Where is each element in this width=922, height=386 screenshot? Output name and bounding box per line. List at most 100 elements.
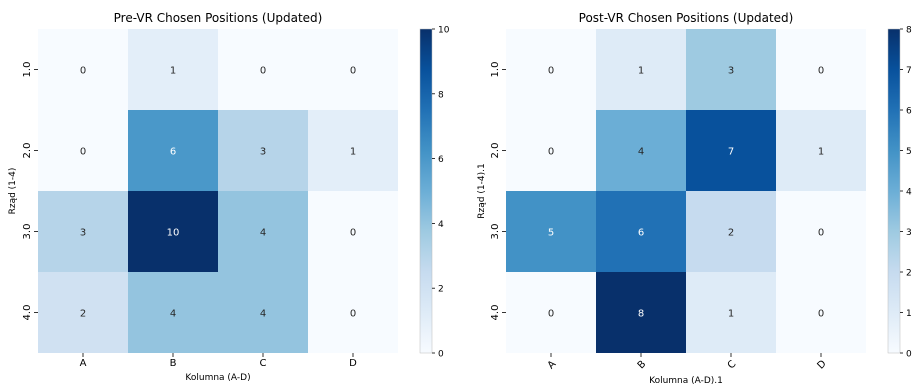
heatmap-cell	[128, 191, 218, 272]
heatmap-cell	[776, 191, 866, 272]
cell-value-label: 0	[350, 309, 356, 320]
cell-value-label: 0	[260, 66, 266, 77]
y-tick-label: 1.0	[490, 62, 501, 78]
colorbar-tick-label: 0	[438, 350, 444, 360]
cell-value-label: 1	[350, 147, 356, 158]
cell-value-label: 4	[260, 309, 266, 320]
heatmap-cell	[218, 272, 308, 353]
colorbar-tick-label: 4	[906, 188, 912, 198]
cell-value-label: 0	[818, 309, 824, 320]
y-tick-label: 2.0	[490, 143, 501, 159]
cell-value-label: 0	[80, 66, 86, 77]
cell-value-label: 6	[638, 228, 644, 239]
heatmap-cell	[686, 272, 776, 353]
post-vr-heatmap: Post-VR Chosen Positions (Updated) 0 1 3 0 0 4…	[477, 11, 912, 386]
heatmap-cell	[506, 110, 596, 191]
colorbar-tick-label: 1	[906, 309, 912, 319]
cell-value-label: 0	[548, 66, 554, 77]
colorbar-tick-label: 2	[438, 285, 444, 295]
colorbar-tick-label: 5	[906, 147, 912, 157]
colorbar-tick-label: 3	[906, 228, 912, 238]
y-axis-label: Rząd (1-4)	[8, 168, 18, 215]
cell-value-label: 0	[80, 147, 86, 158]
x-axis-label: Kolumna (A-D).1	[649, 376, 723, 386]
x-tick-label: D	[349, 358, 357, 369]
x-tick-label: B	[170, 358, 177, 369]
colorbar-tick-label: 10	[438, 26, 450, 36]
cell-value-label: 1	[638, 66, 644, 77]
colorbar-tick-label: 8	[906, 26, 912, 36]
cell-value-label: 5	[548, 228, 554, 239]
heatmap-cell	[308, 110, 398, 191]
heatmap-cell	[686, 110, 776, 191]
heatmap-cell	[128, 29, 218, 110]
cell-value-label: 3	[260, 147, 266, 158]
cell-value-label: 4	[638, 147, 644, 158]
heatmap-cell	[38, 191, 128, 272]
y-tick-label: 4.0	[490, 305, 501, 321]
heatmap-cell	[308, 272, 398, 353]
colorbar	[887, 28, 901, 354]
heatmap-cell	[308, 191, 398, 272]
heatmap-cell	[776, 29, 866, 110]
cell-value-label: 1	[728, 309, 734, 320]
heatmap-cell	[596, 272, 686, 353]
heatmap-cell	[686, 29, 776, 110]
heatmap-cell	[506, 191, 596, 272]
colorbar-tick-label: 6	[438, 155, 444, 165]
cell-value-label: 7	[728, 147, 734, 158]
heatmap-cell	[38, 110, 128, 191]
cell-value-label: 6	[170, 147, 176, 158]
y-tick-label: 4.0	[22, 305, 33, 321]
cell-value-label: 2	[728, 228, 734, 239]
x-tick-label: C	[260, 358, 267, 369]
x-tick-label: A	[546, 359, 559, 372]
heatmap-cell	[308, 29, 398, 110]
colorbar-tick-label: 6	[906, 107, 912, 117]
colorbar-tick-label: 7	[906, 66, 912, 76]
pre-vr-heatmap: Pre-VR Chosen Positions (Updated)0 1 0 00 6 3…	[8, 11, 450, 383]
cell-value-label: 0	[350, 228, 356, 239]
y-tick-label: 2.0	[22, 143, 33, 159]
heatmap-cell	[128, 272, 218, 353]
cell-value-label: 8	[638, 309, 644, 320]
cell-value-label: 1	[170, 66, 176, 77]
y-tick-label: 3.0	[490, 224, 501, 240]
colorbar-tick-label: 8	[438, 90, 444, 100]
cell-value-label: 0	[818, 228, 824, 239]
y-tick-label: 1.0	[22, 62, 33, 78]
x-axis-label: Kolumna (A-D)	[185, 373, 250, 383]
cell-value-label: 4	[170, 309, 176, 320]
heatmap-cell	[776, 110, 866, 191]
chart-title: Post-VR Chosen Positions (Updated)	[579, 11, 794, 25]
cell-value-label: 1	[818, 147, 824, 158]
x-tick-label: C	[726, 359, 739, 372]
heatmap-cell	[218, 110, 308, 191]
heatmap-cell	[218, 29, 308, 110]
y-tick-label: 3.0	[22, 224, 33, 240]
cell-value-label: 2	[80, 309, 86, 320]
heatmap-cell	[596, 110, 686, 191]
heatmap-cell	[596, 191, 686, 272]
heatmap-cell	[506, 272, 596, 353]
heatmap-cell	[128, 110, 218, 191]
x-tick-label: D	[815, 358, 828, 371]
cell-value-label: 0	[548, 309, 554, 320]
colorbar-tick-label: 2	[906, 269, 912, 279]
x-tick-label: A	[80, 358, 87, 369]
heatmap-cell	[686, 191, 776, 272]
heatmap-cell	[506, 29, 596, 110]
cell-value-label: 3	[728, 66, 734, 77]
x-tick-label: B	[636, 359, 649, 372]
cell-value-label: 0	[548, 147, 554, 158]
cell-value-label: 4	[260, 228, 266, 239]
heatmap-cell	[38, 29, 128, 110]
cell-value-label: 3	[80, 228, 86, 239]
heatmap-cell	[218, 191, 308, 272]
y-axis-label: Rząd (1-4).1	[477, 163, 487, 218]
heatmap-cell	[38, 272, 128, 353]
cell-value-label: 0	[818, 66, 824, 77]
cell-value-label: 0	[350, 66, 356, 77]
chart-title: Pre-VR Chosen Positions (Updated)	[114, 11, 323, 25]
